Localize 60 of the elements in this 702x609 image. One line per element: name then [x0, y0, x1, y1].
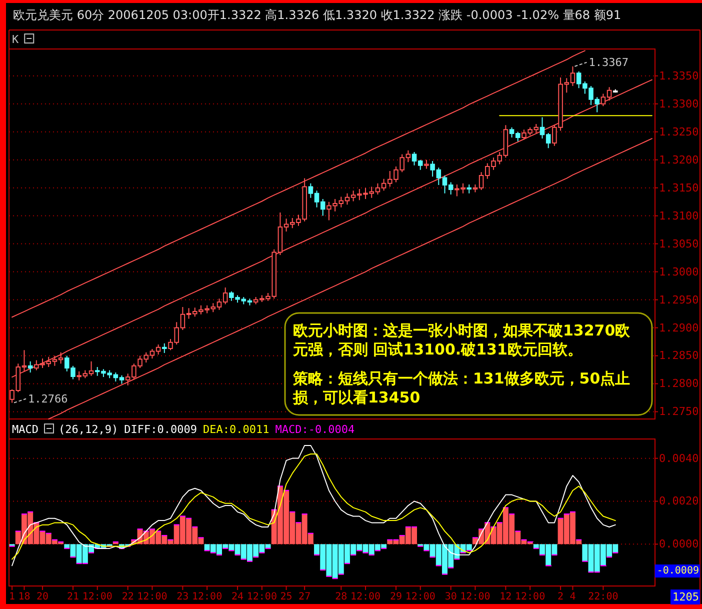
x-tick-label: 2 — [558, 592, 564, 602]
annotation: 策略：短线只有一个做法：131做多欧元，50点止损，可以看13450 — [292, 370, 630, 406]
x-tick-label: 20 — [36, 592, 49, 602]
y-tick-label: 1.2950 — [659, 293, 699, 306]
x-tick-label: 12:00 — [246, 592, 277, 602]
x-tick-label: 4 — [570, 592, 576, 602]
x-tick-label: 24 — [232, 592, 244, 602]
x-tick-label: 12:00 — [515, 592, 546, 602]
candlestick — [613, 88, 618, 94]
x-tick-label: 29 — [390, 592, 402, 602]
chart-subtitle: (26,12,9) — [58, 423, 118, 436]
y-tick-label: 0.0020 — [659, 494, 699, 508]
y-tick-label: 1.2900 — [659, 321, 699, 334]
text: -0.0009 — [656, 566, 699, 576]
x-tick-label: 12 — [500, 592, 512, 602]
x-tick-label: 12:00 — [192, 592, 222, 602]
x-tick-label: 12:00 — [137, 592, 168, 602]
chart-title: 欧元兑美元 60分 20061205 03:00开1.3322 高1.3326 低1.3320 收1.3322 涨跌 -0.0003 -1.02% 量68 额91 — [13, 8, 622, 22]
x-tick-label: 30 — [444, 592, 457, 602]
y-tick-label: 1.3150 — [659, 181, 699, 194]
y-tick-label: 0.0000 — [659, 538, 699, 551]
x-tick-label: 12:00 — [350, 592, 381, 602]
y-tick-label: 1.3050 — [659, 237, 699, 250]
y-tick-label: 0.0040 — [659, 452, 699, 465]
x-tick-label: 21 — [66, 592, 80, 602]
candlestick — [424, 159, 429, 170]
x-tick-label: 25 — [280, 592, 292, 602]
y-tick-label: 1.3200 — [659, 153, 699, 166]
x-tick-label: 23 — [176, 592, 189, 602]
x-tick-label: 28 — [335, 592, 348, 602]
y-tick-label: 1.3350 — [659, 69, 699, 82]
candlestick — [466, 184, 472, 194]
text: DIFF:0.0009 — [124, 423, 197, 436]
x-tick-label: 12:00 — [82, 592, 112, 602]
line-series — [12, 50, 586, 318]
candlestick — [28, 360, 33, 374]
y-tick-label: 1.2800 — [659, 377, 699, 390]
text: 1205 — [672, 590, 699, 604]
chart-title: MACD — [12, 423, 38, 436]
text: DEA:0.0011 — [202, 423, 270, 436]
candlestick — [162, 342, 167, 354]
annotation: 1.2766 — [28, 392, 68, 406]
y-tick-label: 1.3000 — [659, 265, 699, 278]
y-tick-label: 1.2750 — [659, 405, 699, 418]
chart-subtitle: K — [12, 33, 19, 46]
y-tick-label: 1.3100 — [659, 209, 699, 222]
y-tick-label: 1.3250 — [659, 125, 699, 138]
x-tick-label: 1 — [9, 592, 16, 602]
x-tick-label: 12:00 — [460, 592, 490, 602]
annotation: 1.3367 — [588, 56, 628, 69]
bar — [8, 544, 16, 547]
x-tick-label: 22:00 — [588, 592, 618, 602]
x-tick-label: 18 — [18, 592, 30, 602]
y-tick-label: 1.3300 — [659, 97, 699, 110]
y-tick-label: 1.2850 — [659, 349, 699, 362]
x-tick-label: 12:00 — [405, 592, 436, 602]
x-tick-label: 22 — [122, 592, 134, 602]
annotation: 欧元小时图：这是一张小时图，如果不破13270欧元强，否则 回试13100.破131欧元回软。 — [292, 322, 632, 358]
text: MACD:-0.0004 — [275, 423, 356, 436]
x-tick-label: 27 — [298, 592, 311, 602]
